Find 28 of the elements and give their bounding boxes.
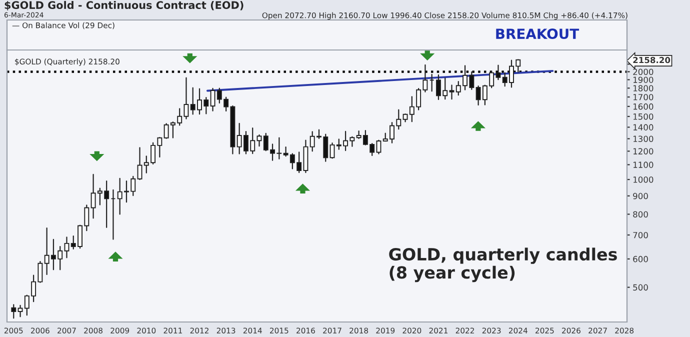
y-tick-label: 1600 — [633, 103, 654, 110]
text: BREAKOUT — [496, 28, 580, 40]
y-tick-label: 700 — [633, 232, 648, 238]
candlestick — [330, 142, 335, 159]
y-tick-label: 800 — [633, 211, 648, 218]
candlestick — [64, 236, 70, 258]
y-tick-label: 600 — [633, 256, 648, 262]
y-tick-label: 1500 — [633, 113, 654, 120]
y-tick-label: 1900 — [633, 76, 654, 83]
y-tick-label: 900 — [633, 192, 648, 200]
y-tick-label: 2158.20 — [633, 56, 670, 64]
candlestick — [256, 134, 262, 147]
chart-title: $GOLD Gold - Continuous Contract (EOD) — [4, 0, 244, 10]
y-tick-label: 1200 — [633, 148, 654, 154]
candlestick — [376, 140, 382, 154]
y-tick-label: 1700 — [633, 94, 654, 100]
y-tick-label: 1300 — [633, 136, 654, 142]
y-tick-label: 1800 — [633, 85, 654, 92]
y-tick-label: 1100 — [633, 162, 654, 168]
y-tick-label: 1400 — [633, 124, 654, 130]
candlestick — [11, 304, 16, 319]
candlestick — [449, 84, 454, 100]
y-tick-label: 1000 — [633, 176, 654, 183]
annotation: GOLD, quarterly candles (8 year cycle) — [389, 248, 617, 282]
candlestick — [184, 77, 189, 120]
y-tick-label: 2000 — [633, 68, 654, 76]
candlestick — [137, 147, 142, 180]
y-tick-label: 500 — [633, 284, 648, 291]
